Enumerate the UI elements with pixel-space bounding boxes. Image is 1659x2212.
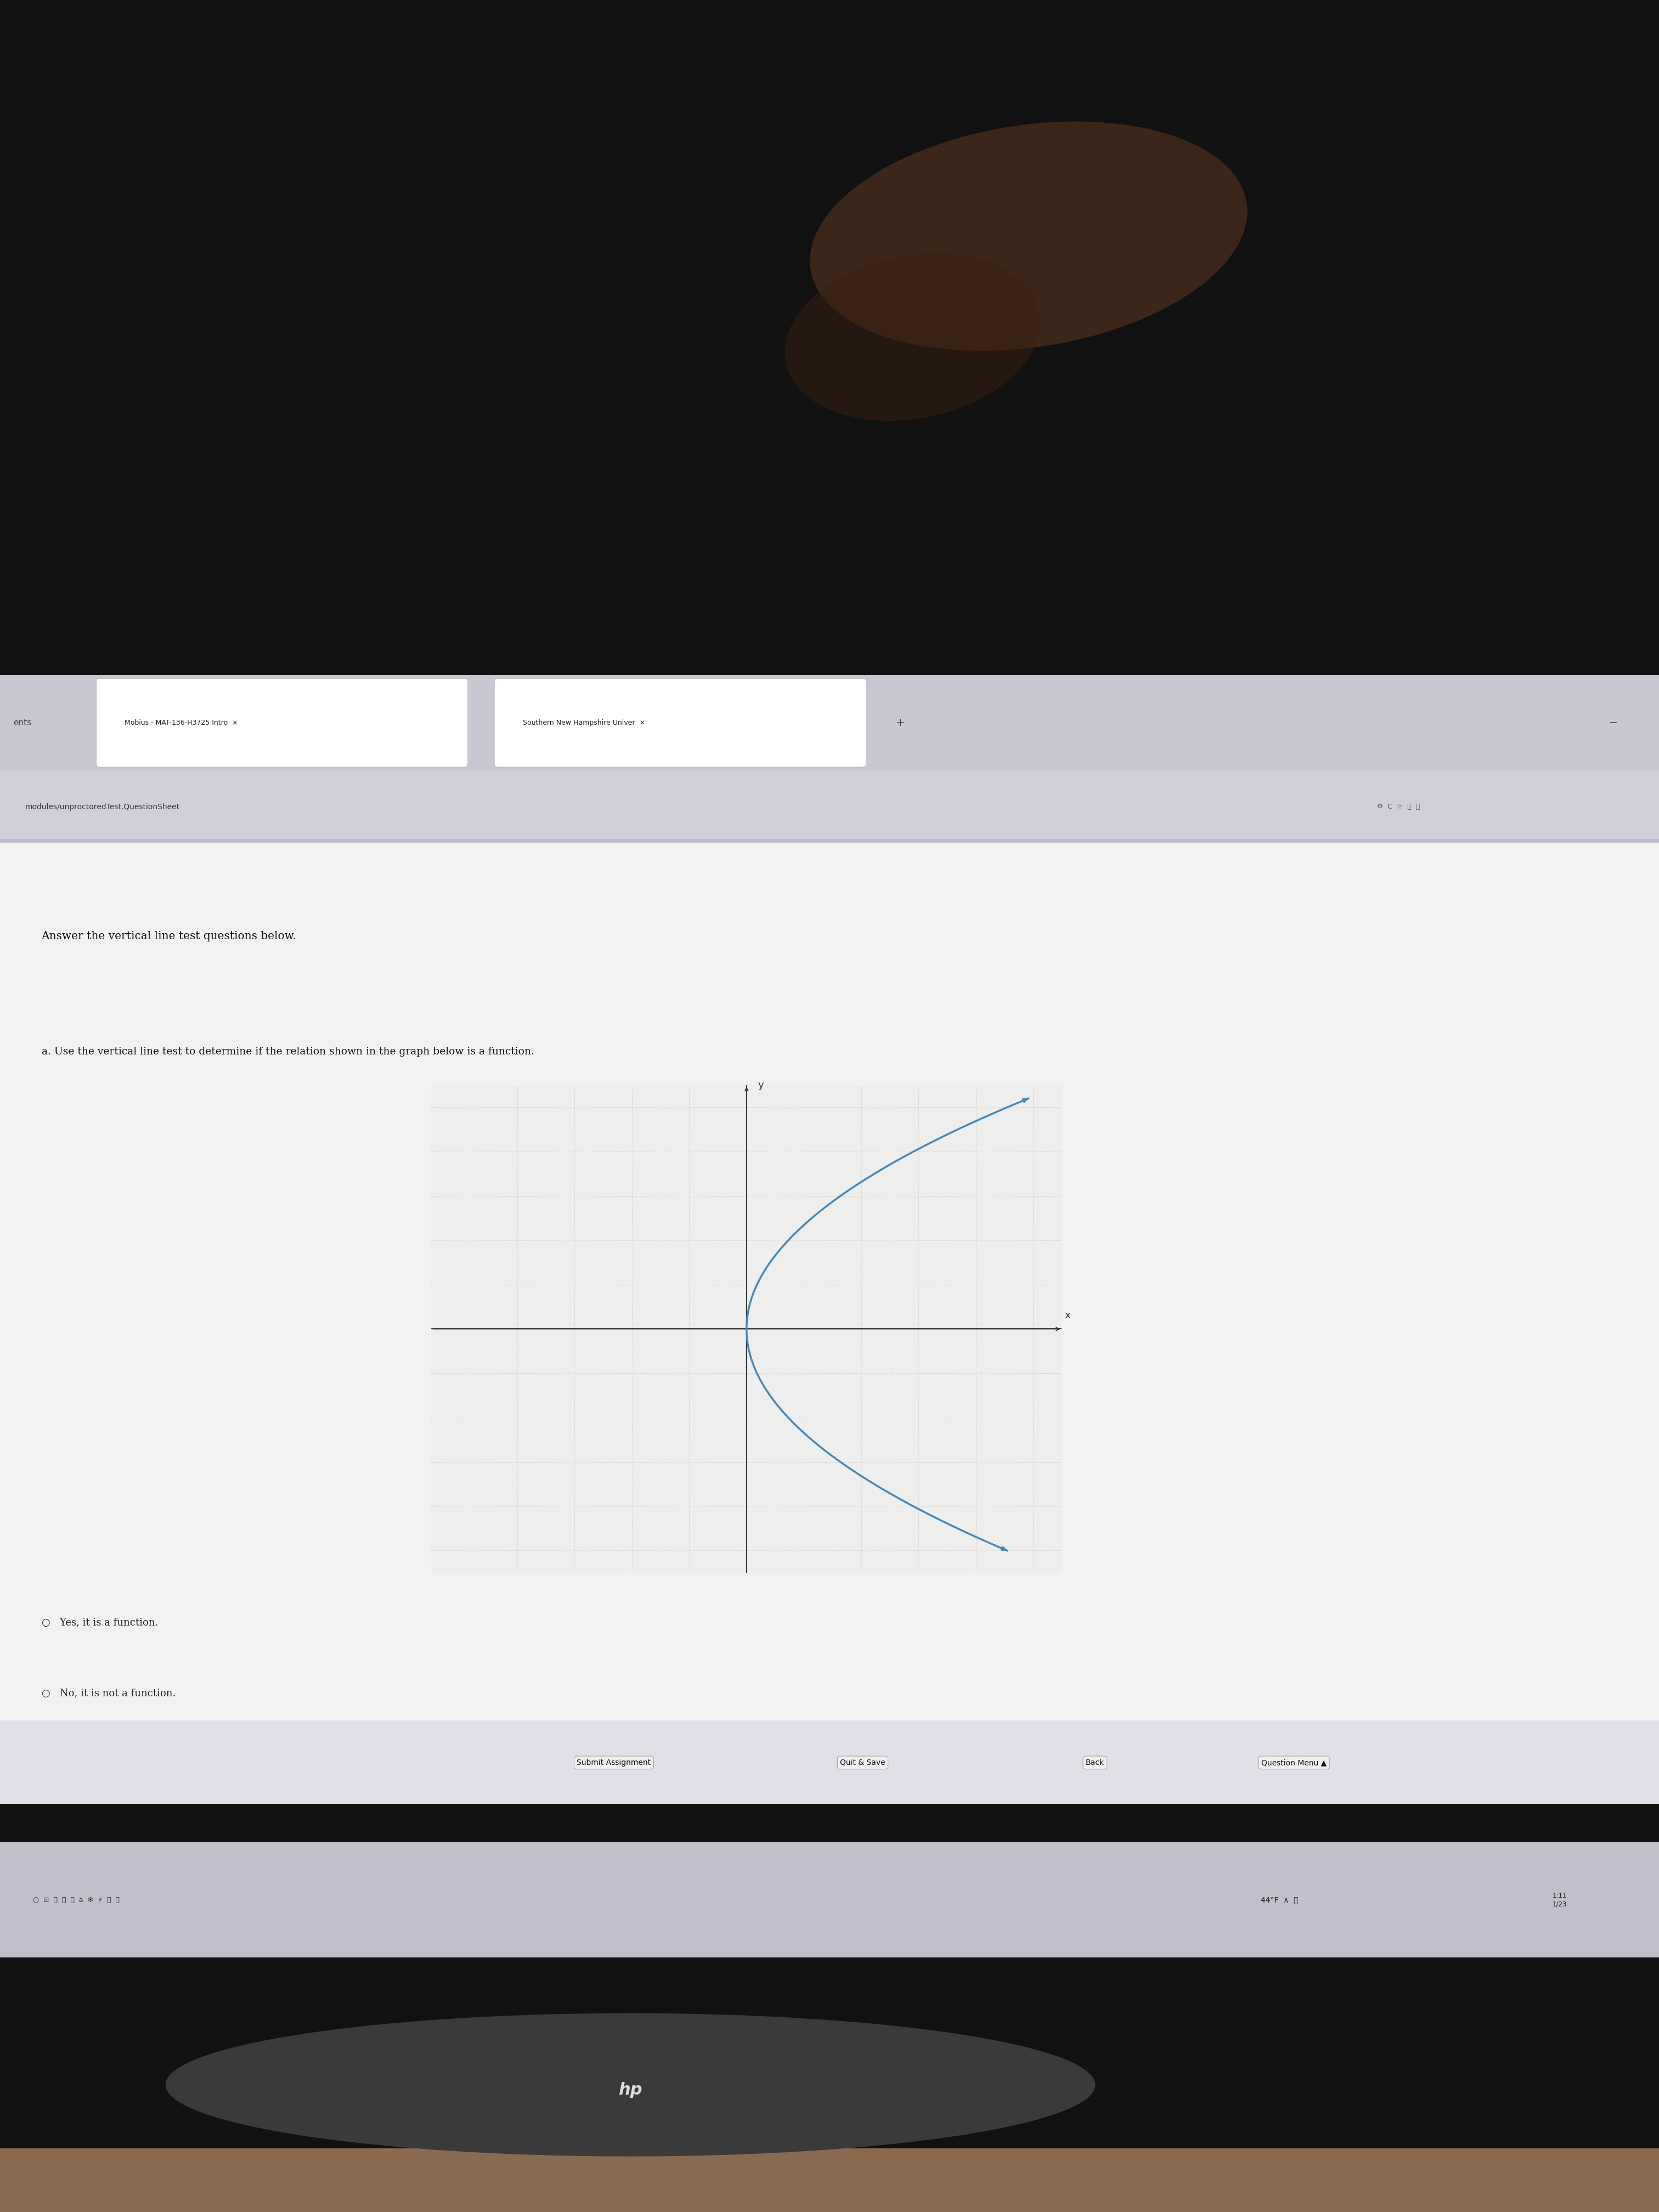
Ellipse shape xyxy=(785,254,1040,420)
Text: x: x xyxy=(1065,1312,1070,1321)
Bar xyxy=(0,675,1659,772)
Bar xyxy=(0,1721,1659,1803)
Text: a. Use the vertical line test to determine if the relation shown in the graph be: a. Use the vertical line test to determi… xyxy=(41,1046,534,1057)
Text: ⚙  C  ☆  ⬛  📋: ⚙ C ☆ ⬛ 📋 xyxy=(1377,803,1420,810)
Text: ○  ⊡  📁  🌐  🗓  a  ❄  ⚡  🎵  🌐: ○ ⊡ 📁 🌐 🗓 a ❄ ⚡ 🎵 🌐 xyxy=(33,1896,119,1905)
FancyBboxPatch shape xyxy=(96,679,468,768)
Text: y: y xyxy=(758,1079,763,1091)
Bar xyxy=(0,2148,1659,2212)
Bar xyxy=(0,841,1659,1803)
Text: ○   Yes, it is a function.: ○ Yes, it is a function. xyxy=(41,1617,158,1628)
Text: 1:11
1/23: 1:11 1/23 xyxy=(1553,1891,1566,1907)
Text: Mobius - MAT-136-H3725 Intro  ×: Mobius - MAT-136-H3725 Intro × xyxy=(124,719,237,726)
Text: ents: ents xyxy=(13,719,32,728)
Ellipse shape xyxy=(810,122,1248,352)
FancyBboxPatch shape xyxy=(494,679,866,768)
Bar xyxy=(0,772,1659,841)
Text: hp: hp xyxy=(619,2081,642,2097)
Text: Southern New Hampshire Univer  ×: Southern New Hampshire Univer × xyxy=(523,719,645,726)
Text: Quit & Save: Quit & Save xyxy=(839,1759,886,1767)
Text: Question Menu ▲: Question Menu ▲ xyxy=(1261,1759,1327,1767)
Text: Back: Back xyxy=(1085,1759,1105,1767)
Text: Answer the vertical line test questions below.: Answer the vertical line test questions … xyxy=(41,931,297,942)
Circle shape xyxy=(166,2013,1095,2157)
Bar xyxy=(0,1843,1659,1958)
Text: ○   No, it is not a function.: ○ No, it is not a function. xyxy=(41,1688,176,1699)
Text: modules/unproctoredTest.QuestionSheet: modules/unproctoredTest.QuestionSheet xyxy=(25,803,179,810)
Bar xyxy=(0,838,1659,843)
Text: −: − xyxy=(1609,717,1618,728)
Text: +: + xyxy=(896,717,904,728)
Text: 44°F  ∧  🔊: 44°F ∧ 🔊 xyxy=(1261,1896,1299,1905)
Text: Submit Assignment: Submit Assignment xyxy=(577,1759,650,1767)
